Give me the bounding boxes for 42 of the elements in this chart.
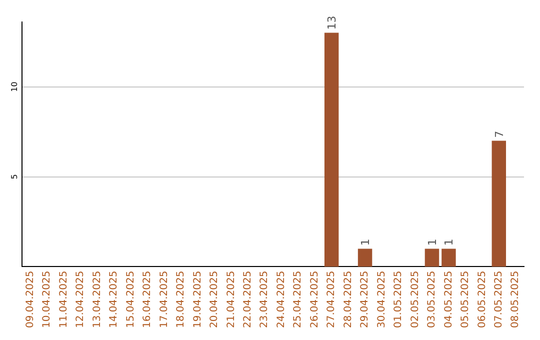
data-label: 13 (326, 16, 339, 30)
data-label: 7 (492, 130, 506, 138)
x-tick-label: 07.05.2025 (493, 270, 504, 328)
x-tick-label: 18.04.2025 (176, 270, 187, 328)
x-tick-label: 17.04.2025 (158, 270, 170, 328)
data-label: 1 (442, 238, 456, 246)
x-tick-label: 15.04.2025 (125, 270, 136, 328)
bar (358, 248, 372, 267)
x-tick-label: 04.05.2025 (443, 270, 454, 328)
x-tick-label: 12.04.2025 (75, 270, 86, 328)
x-tick-label: 30.04.2025 (376, 270, 388, 328)
bar (324, 32, 339, 267)
x-tick-label: 29.04.2025 (360, 270, 371, 328)
bar (424, 248, 440, 267)
x-tick-label: 11.04.2025 (58, 270, 70, 328)
x-tick-label: 06.05.2025 (476, 270, 488, 328)
x-tick-label: 10.04.2025 (42, 270, 53, 328)
x-tick-label: 24.04.2025 (276, 270, 287, 328)
x-tick-label: 28.04.2025 (342, 270, 354, 328)
x-tick-label: 13.04.2025 (92, 270, 103, 328)
y-tick-label: 10 (10, 82, 20, 92)
x-tick-label: 09.04.2025 (24, 270, 36, 328)
y-tick-label: 5 (10, 174, 20, 180)
x-tick-label: 03.05.2025 (426, 270, 438, 328)
x-tick-label: 14.04.2025 (108, 270, 120, 328)
x-tick-label: 26.04.2025 (309, 270, 320, 328)
data-label: 1 (426, 238, 439, 246)
x-tick-label: 22.04.2025 (242, 270, 254, 328)
x-tick-label: 21.04.2025 (226, 270, 237, 328)
bar (442, 248, 456, 267)
x-tick-label: 25.04.2025 (292, 270, 304, 328)
bar (492, 140, 506, 267)
x-tick-label: 16.04.2025 (142, 270, 154, 328)
x-tick-label: 27.04.2025 (326, 270, 338, 328)
data-label: 1 (359, 238, 372, 246)
x-tick-label: 05.05.2025 (460, 270, 472, 328)
x-tick-label: 01.05.2025 (393, 270, 404, 328)
x-tick-label: 20.04.2025 (209, 270, 220, 328)
x-tick-label: 19.04.2025 (192, 270, 204, 328)
x-tick-label: 08.05.2025 (510, 270, 522, 328)
x-tick-label: 23.04.2025 (259, 270, 270, 328)
x-tick-label: 02.05.2025 (410, 270, 421, 328)
